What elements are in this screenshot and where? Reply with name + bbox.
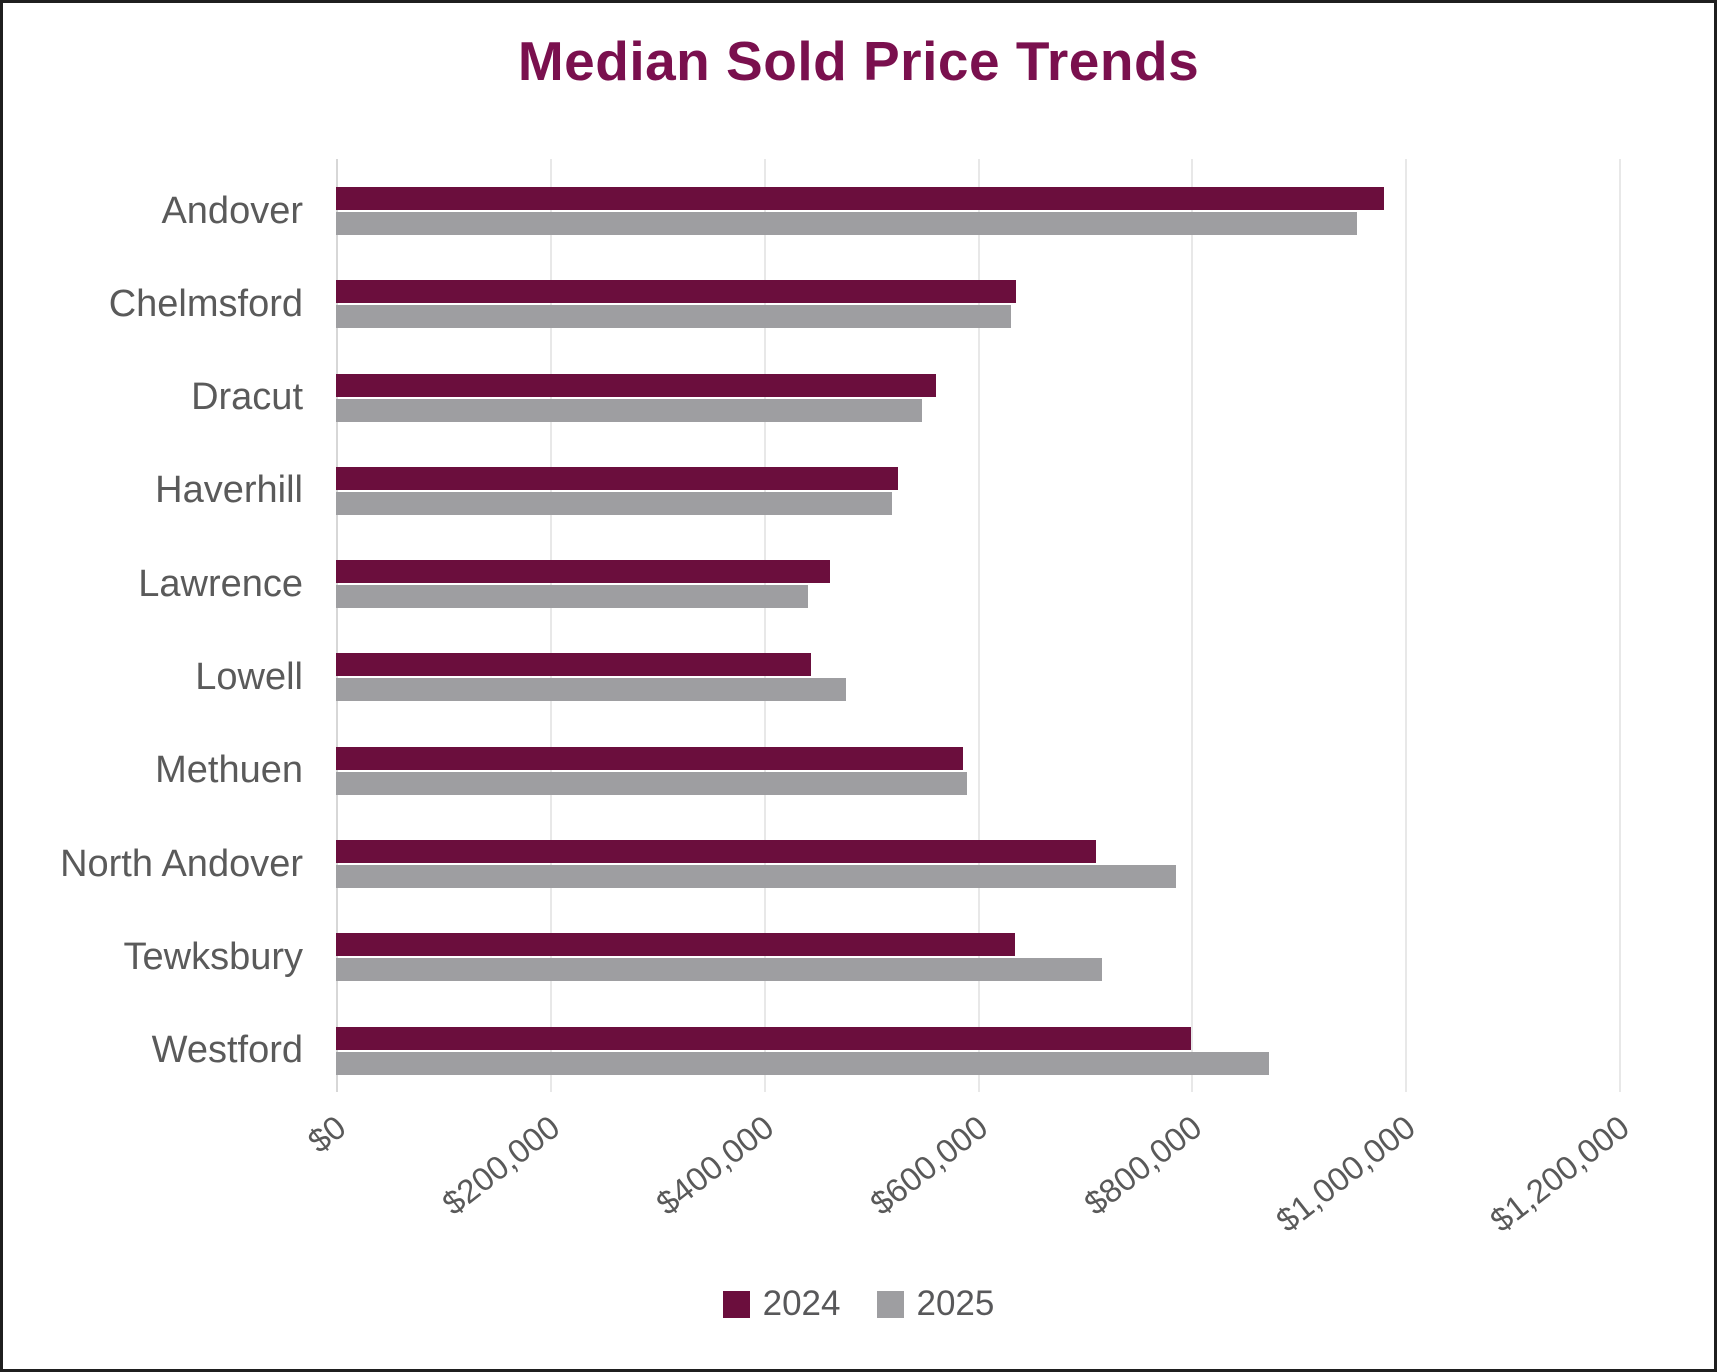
bar-pair	[336, 746, 1619, 795]
bar-2024	[336, 1026, 1192, 1050]
chart-row-andover: Andover	[161, 159, 1619, 252]
bar-pair	[336, 373, 1619, 422]
bar-pair	[336, 653, 1619, 702]
chart-row-westford: Westford	[152, 999, 1619, 1092]
gridline-1200000	[1619, 159, 1621, 1092]
bar-pair	[336, 1026, 1619, 1075]
category-label: Chelmsford	[108, 282, 303, 325]
plot-area: Andover Chelmsford Dracut Haverhill Lawrence…	[60, 159, 1621, 1092]
chart-row-lowell: Lowell	[195, 625, 1619, 718]
category-label: Andover	[161, 189, 303, 232]
legend-label-2024: 2024	[762, 1284, 841, 1323]
legend-swatch-2025	[876, 1290, 904, 1318]
category-label: Tewksbury	[123, 935, 304, 978]
bar-2024	[336, 187, 1384, 210]
category-label: Lowell	[195, 655, 303, 698]
bar-2025	[336, 865, 1177, 889]
bar-2025	[336, 1051, 1270, 1075]
bar-2024	[336, 933, 1015, 957]
bar-2024	[336, 746, 963, 770]
legend-label-2025: 2025	[916, 1284, 995, 1323]
gridline-800000	[1191, 159, 1194, 1092]
bar-pair	[336, 466, 1619, 515]
gridline-400000	[763, 159, 766, 1092]
gridline-1000000	[1405, 159, 1408, 1092]
legend: 2024 2025	[3, 1284, 1714, 1324]
x-tick-label: $400,000	[649, 1108, 781, 1222]
bar-2024	[336, 840, 1097, 864]
bar-2025	[336, 212, 1358, 235]
bar-2025	[336, 678, 846, 702]
bar-pair	[336, 560, 1619, 609]
bar-2025	[336, 585, 808, 609]
bar-2024	[336, 373, 936, 397]
x-tick-label: $1,000,000	[1268, 1108, 1422, 1239]
chart-row-chelmsford: Chelmsford	[109, 252, 1619, 345]
x-tick-label: $200,000	[435, 1108, 567, 1222]
chart-row-lawrence: Lawrence	[138, 532, 1619, 625]
category-label: Methuen	[155, 749, 303, 792]
chart-title: Median Sold Price Trends	[517, 30, 1200, 92]
bar-pair	[336, 280, 1619, 329]
chart-row-methuen: Methuen	[155, 719, 1619, 812]
category-label: Westford	[151, 1029, 303, 1072]
x-tick-label: $0	[301, 1108, 353, 1160]
x-axis: $0 $200,000 $400,000 $600,000 $800,000 $1,000…	[301, 1092, 1636, 1268]
legend-item-2025: 2025	[876, 1284, 995, 1324]
chart-row-tewksbury: Tewksbury	[124, 905, 1619, 998]
bar-pair	[336, 933, 1619, 982]
bar-2025	[336, 398, 922, 422]
gridline-0	[336, 159, 338, 1092]
bar-pair	[336, 187, 1619, 235]
bar-2024	[336, 560, 830, 584]
bar-2025	[336, 958, 1102, 982]
category-label: Lawrence	[138, 562, 303, 605]
bar-2025	[336, 491, 892, 515]
chart-row-haverhill: Haverhill	[155, 439, 1619, 532]
bar-2024	[336, 653, 811, 677]
bar-2024	[336, 280, 1016, 304]
category-label: North Andover	[60, 842, 303, 885]
category-label: Dracut	[191, 376, 303, 419]
x-tick-label: $600,000	[863, 1108, 995, 1222]
bar-2025	[336, 305, 1011, 329]
x-tick-label: $1,200,000	[1482, 1108, 1636, 1239]
bar-rows: Andover Chelmsford Dracut Haverhill Lawrence…	[60, 159, 1619, 1092]
bar-pair	[336, 840, 1619, 889]
bar-2024	[336, 466, 899, 490]
bar-2025	[336, 771, 967, 795]
x-tick-label: $800,000	[1076, 1108, 1209, 1222]
gridline-600000	[977, 159, 980, 1092]
chart-row-north-andover: North Andover	[60, 812, 1619, 905]
chart-row-dracut: Dracut	[191, 346, 1619, 439]
gridline-200000	[549, 159, 552, 1092]
category-label: Haverhill	[155, 469, 303, 512]
legend-item-2024: 2024	[722, 1284, 841, 1324]
legend-swatch-2024	[722, 1290, 750, 1318]
